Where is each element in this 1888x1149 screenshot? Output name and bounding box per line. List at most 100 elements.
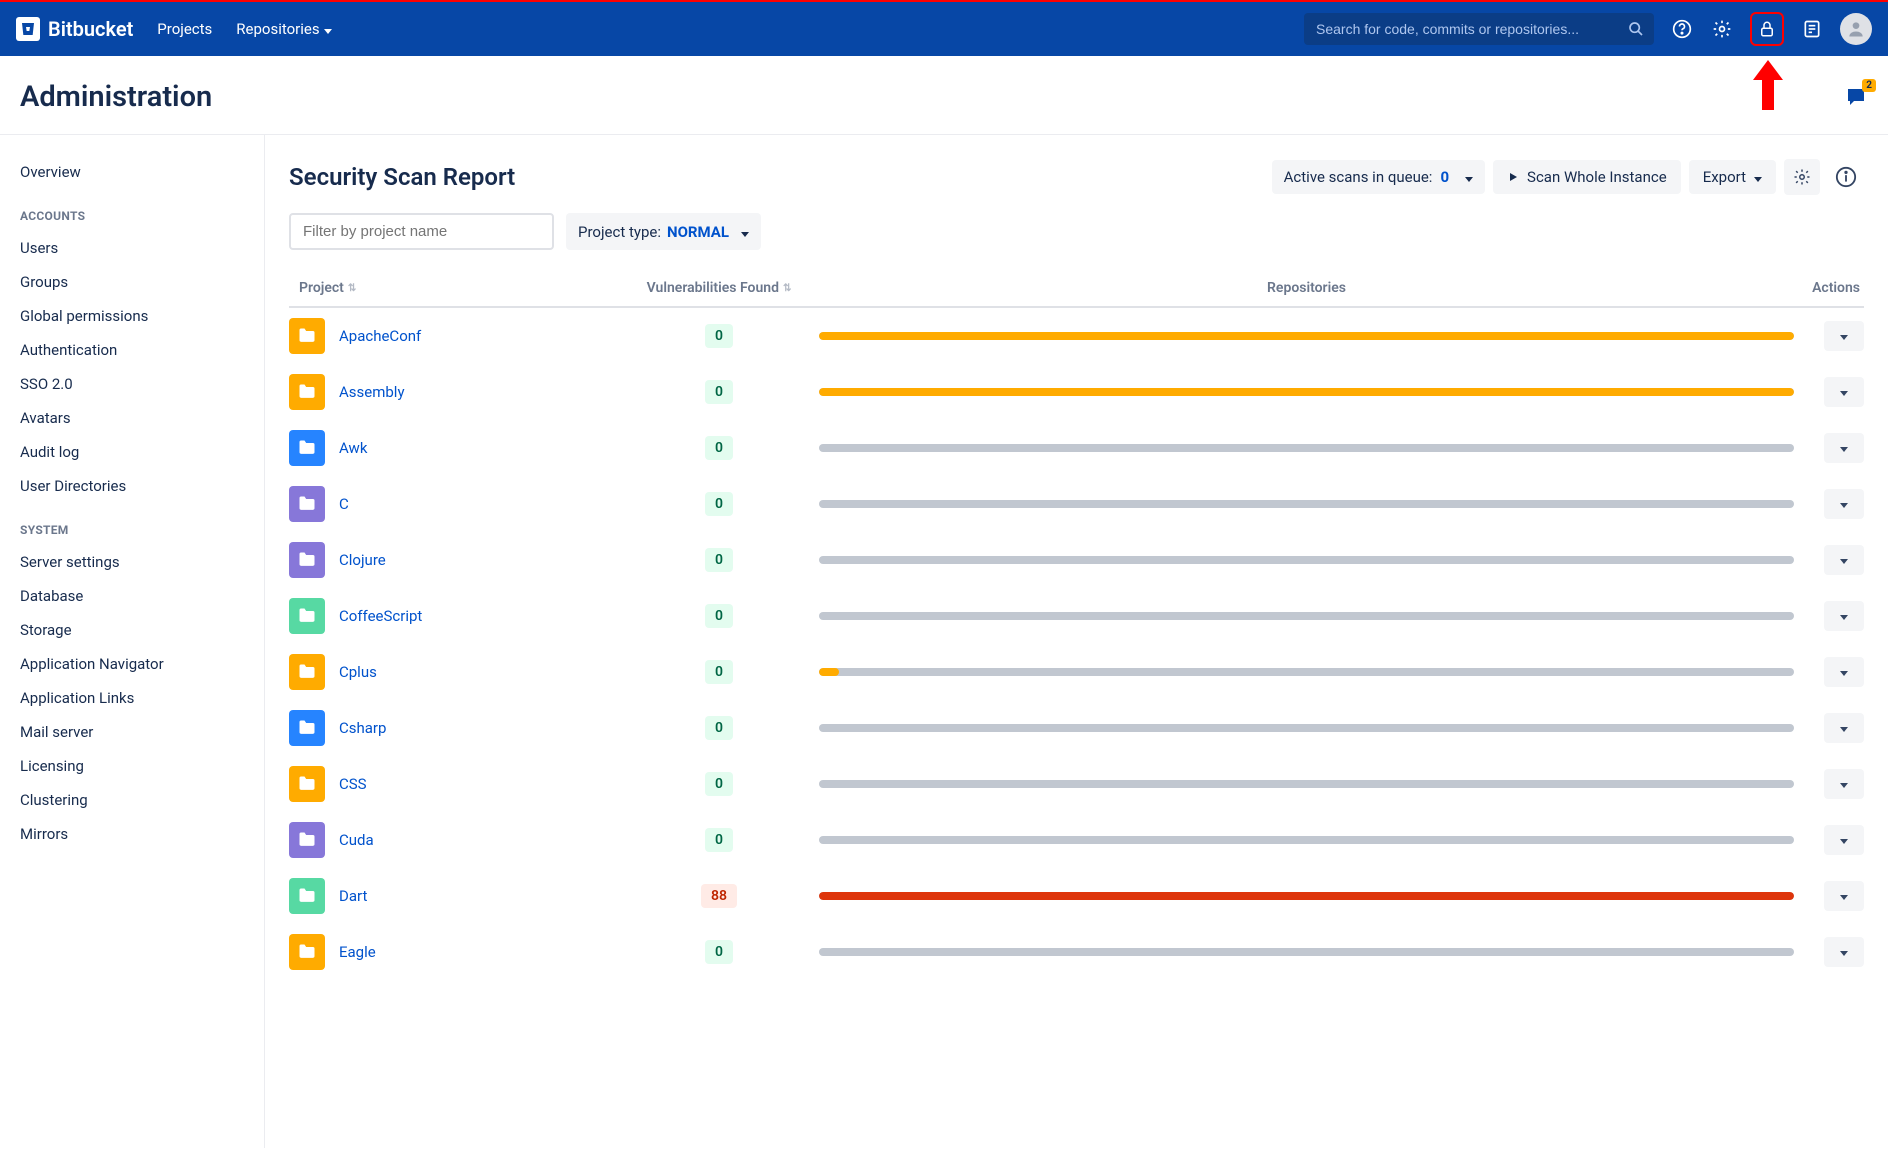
sidebar-section-system: SYSTEM (20, 503, 244, 545)
row-action-button[interactable] (1824, 657, 1864, 687)
actions-cell (1804, 825, 1864, 855)
actions-cell (1804, 489, 1864, 519)
project-link[interactable]: Awk (339, 439, 367, 457)
chevron-down-icon (1840, 944, 1848, 960)
vuln-badge: 0 (705, 716, 733, 740)
table-row: Assembly 0 (289, 364, 1864, 420)
sidebar-sso[interactable]: SSO 2.0 (20, 367, 244, 401)
row-action-button[interactable] (1824, 489, 1864, 519)
sidebar-database[interactable]: Database (20, 579, 244, 613)
table-row: Cplus0 (289, 644, 1864, 700)
project-cell: Csharp (289, 710, 629, 746)
sidebar-audit-log[interactable]: Audit log (20, 435, 244, 469)
project-link[interactable]: Eagle (339, 943, 376, 961)
project-link[interactable]: CSS (339, 775, 367, 793)
project-link[interactable]: Assembly (339, 383, 405, 401)
project-link[interactable]: Clojure (339, 551, 386, 569)
sidebar-user-directories[interactable]: User Directories (20, 469, 244, 503)
project-link[interactable]: CoffeeScript (339, 607, 422, 625)
table-row: Dart88 (289, 868, 1864, 924)
project-cell: Clojure (289, 542, 629, 578)
row-action-button[interactable] (1824, 601, 1864, 631)
vuln-cell: 0 (629, 492, 809, 516)
topbar: Bitbucket Projects Repositories (0, 0, 1888, 56)
project-cell: C (289, 486, 629, 522)
project-link[interactable]: Csharp (339, 719, 386, 737)
col-header-vuln[interactable]: Vulnerabilities Found ⇅ (629, 280, 809, 296)
nav-repositories[interactable]: Repositories (236, 20, 331, 38)
settings-icon[interactable] (1710, 17, 1734, 41)
chevron-down-icon (1840, 776, 1848, 792)
folder-icon (289, 710, 325, 746)
project-link[interactable]: C (339, 495, 349, 513)
sidebar-mail-server[interactable]: Mail server (20, 715, 244, 749)
row-action-button[interactable] (1824, 881, 1864, 911)
repos-bar (819, 668, 1794, 676)
sidebar-storage[interactable]: Storage (20, 613, 244, 647)
repos-cell (809, 668, 1804, 676)
sidebar-licensing[interactable]: Licensing (20, 749, 244, 783)
row-action-button[interactable] (1824, 321, 1864, 351)
row-action-button[interactable] (1824, 545, 1864, 575)
help-icon[interactable] (1670, 17, 1694, 41)
nav-projects[interactable]: Projects (157, 20, 212, 38)
row-action-button[interactable] (1824, 769, 1864, 799)
project-type-select[interactable]: Project type: NORMAL (566, 213, 761, 250)
export-button[interactable]: Export (1689, 160, 1776, 194)
sidebar-app-links[interactable]: Application Links (20, 681, 244, 715)
vuln-cell: 0 (629, 380, 809, 404)
chevron-down-icon (1465, 168, 1473, 186)
vuln-cell: 0 (629, 604, 809, 628)
vuln-cell: 0 (629, 772, 809, 796)
sidebar-avatars[interactable]: Avatars (20, 401, 244, 435)
project-link[interactable]: Cuda (339, 831, 374, 849)
content-title: Security Scan Report (289, 163, 515, 191)
sidebar-global-permissions[interactable]: Global permissions (20, 299, 244, 333)
vuln-badge: 0 (705, 772, 733, 796)
config-button[interactable] (1784, 159, 1820, 195)
sidebar-users[interactable]: Users (20, 231, 244, 265)
chevron-down-icon (1840, 552, 1848, 568)
sidebar-server-settings[interactable]: Server settings (20, 545, 244, 579)
row-action-button[interactable] (1824, 713, 1864, 743)
col-header-repos: Repositories (809, 280, 1804, 296)
sidebar-app-navigator[interactable]: Application Navigator (20, 647, 244, 681)
vuln-cell: 0 (629, 828, 809, 852)
row-action-button[interactable] (1824, 433, 1864, 463)
project-cell: ApacheConf (289, 318, 629, 354)
search-container (1304, 13, 1654, 45)
repos-cell (809, 780, 1804, 788)
sidebar-overview[interactable]: Overview (20, 155, 244, 189)
info-button[interactable] (1828, 159, 1864, 195)
project-type-value: NORMAL (667, 223, 729, 241)
repos-bar (819, 332, 1794, 340)
notes-icon[interactable] (1800, 17, 1824, 41)
top-navigation: Projects Repositories (157, 20, 331, 38)
queue-pill[interactable]: Active scans in queue: 0 (1272, 160, 1485, 194)
vuln-badge: 0 (705, 492, 733, 516)
row-action-button[interactable] (1824, 825, 1864, 855)
project-link[interactable]: ApacheConf (339, 327, 421, 345)
chevron-down-icon (1840, 384, 1848, 400)
scan-button[interactable]: Scan Whole Instance (1493, 160, 1681, 194)
security-icon[interactable] (1750, 12, 1784, 46)
vuln-badge: 0 (705, 380, 733, 404)
table-row: Eagle0 (289, 924, 1864, 980)
row-action-button[interactable] (1824, 377, 1864, 407)
filter-input[interactable] (289, 213, 554, 250)
chevron-down-icon (324, 20, 332, 38)
row-action-button[interactable] (1824, 937, 1864, 967)
user-avatar[interactable] (1840, 13, 1872, 45)
sidebar-groups[interactable]: Groups (20, 265, 244, 299)
sidebar-mirrors[interactable]: Mirrors (20, 817, 244, 851)
table-row: Awk0 (289, 420, 1864, 476)
project-link[interactable]: Cplus (339, 663, 377, 681)
sidebar-clustering[interactable]: Clustering (20, 783, 244, 817)
sidebar-authentication[interactable]: Authentication (20, 333, 244, 367)
col-header-project[interactable]: Project ⇅ (289, 280, 629, 296)
project-link[interactable]: Dart (339, 887, 367, 905)
product-logo[interactable]: Bitbucket (16, 17, 133, 41)
search-input[interactable] (1304, 13, 1654, 45)
feedback-icon[interactable]: 2 (1844, 85, 1868, 109)
topbar-icons (1670, 12, 1872, 46)
